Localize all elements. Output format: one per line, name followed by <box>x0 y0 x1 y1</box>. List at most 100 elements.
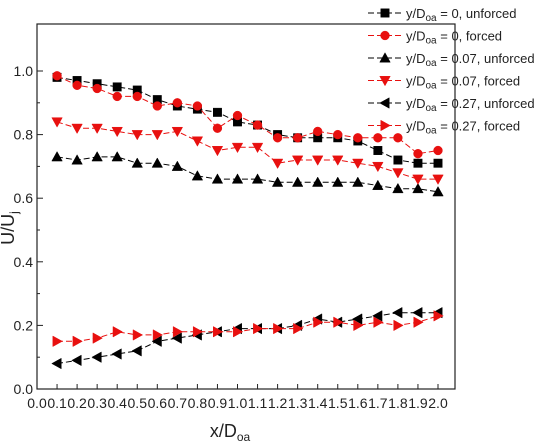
data-point <box>132 329 144 341</box>
data-point <box>413 316 424 328</box>
data-point <box>112 82 122 92</box>
data-point <box>231 142 244 154</box>
data-point <box>392 168 404 179</box>
data-point <box>52 71 62 81</box>
y-tick-label: 0.4 <box>14 254 34 270</box>
data-point <box>372 310 383 322</box>
x-tick-label: 0.8 <box>188 395 208 411</box>
data-point <box>172 326 184 338</box>
data-point <box>111 151 123 162</box>
data-point <box>291 155 304 166</box>
data-point <box>192 101 203 111</box>
data-point <box>412 307 423 319</box>
x-tick-label: 1.3 <box>288 395 308 411</box>
x-tick-label: 2.0 <box>428 395 448 411</box>
data-point <box>171 126 184 138</box>
data-point <box>251 142 264 154</box>
legend-label: y/Doa = 0.27, unforced <box>406 96 535 114</box>
data-point <box>372 179 384 190</box>
data-point <box>151 157 163 168</box>
data-point <box>251 173 264 184</box>
data-point <box>352 158 364 169</box>
x-tick-label: 1.6 <box>348 395 368 411</box>
data-point <box>212 123 223 133</box>
data-point <box>393 155 403 165</box>
plot-area <box>36 23 456 390</box>
data-point <box>433 145 443 156</box>
legend-entry: y/Doa = 0.07, forced <box>368 74 520 92</box>
data-point <box>91 123 103 135</box>
y-tick-label: 0.2 <box>14 317 34 333</box>
data-point <box>433 158 443 168</box>
data-point <box>71 354 82 367</box>
series-4 <box>51 307 443 370</box>
series-2 <box>51 151 444 197</box>
data-point <box>352 313 363 325</box>
series-1 <box>52 71 443 159</box>
data-point <box>92 332 103 344</box>
data-point <box>151 130 163 141</box>
x-tick-label: 0.6 <box>148 395 168 411</box>
data-point <box>51 151 63 162</box>
data-point <box>373 146 383 155</box>
legend-marker <box>380 30 390 41</box>
legend-entry: y/Doa = 0.27, forced <box>368 119 520 137</box>
legend-label: y/Doa = 0, forced <box>406 29 502 47</box>
data-point <box>313 126 323 137</box>
legend-entry: y/Doa = 0.07, unforced <box>368 51 535 69</box>
legend-marker <box>380 8 390 18</box>
data-point <box>71 123 83 135</box>
data-point <box>213 326 224 338</box>
x-tick-label: 1.4 <box>308 395 328 411</box>
x-tick-label: 1.5 <box>328 395 348 411</box>
data-point <box>152 101 162 111</box>
data-point <box>273 322 284 335</box>
data-point <box>111 126 123 138</box>
data-point <box>211 146 224 157</box>
data-point <box>291 176 304 187</box>
legend-label: y/Doa = 0.27, forced <box>406 119 520 137</box>
x-tick-label: 0.4 <box>107 395 127 411</box>
x-tick-label: 0.7 <box>168 395 188 411</box>
data-point <box>111 348 122 360</box>
x-tick-label: 1.1 <box>248 395 268 411</box>
data-point <box>393 133 403 143</box>
data-point <box>253 322 264 335</box>
data-point <box>433 310 444 322</box>
y-tick-label: 1.0 <box>14 63 34 79</box>
legend-marker <box>379 76 391 87</box>
data-point <box>131 130 143 141</box>
x-tick-label: 0.0 <box>27 395 47 411</box>
data-point <box>413 158 423 168</box>
data-point <box>72 80 82 90</box>
plot-frame <box>36 23 456 390</box>
x-tick-label: 1.8 <box>388 395 408 411</box>
data-point <box>412 174 424 185</box>
data-point <box>91 151 103 162</box>
x-tick-label: 0.1 <box>47 395 67 411</box>
x-tick-label: 1.2 <box>268 395 288 411</box>
data-point <box>131 345 142 357</box>
legend-entry: y/Doa = 0, unforced <box>368 6 517 24</box>
x-tick-label: 0.2 <box>67 395 87 411</box>
legend-entry: y/Doa = 0, forced <box>368 29 502 47</box>
data-point <box>393 319 404 332</box>
legend-label: y/Doa = 0.07, unforced <box>406 51 535 69</box>
data-point <box>292 133 303 143</box>
y-tick-label: 0.8 <box>14 127 34 143</box>
data-point <box>373 133 383 143</box>
data-point <box>313 316 324 328</box>
data-point <box>213 107 222 117</box>
legend-marker <box>379 52 391 63</box>
x-tick-label: 1.9 <box>408 395 428 411</box>
data-point <box>52 335 63 347</box>
x-tick-label: 0.9 <box>208 395 228 411</box>
legend-marker <box>380 119 391 132</box>
x-tick-label: 0.5 <box>128 395 148 411</box>
y-axis-title: U/Uj <box>0 211 21 245</box>
data-point <box>191 136 204 147</box>
data-point <box>231 173 244 184</box>
data-point <box>333 129 343 140</box>
data-point <box>191 170 204 181</box>
